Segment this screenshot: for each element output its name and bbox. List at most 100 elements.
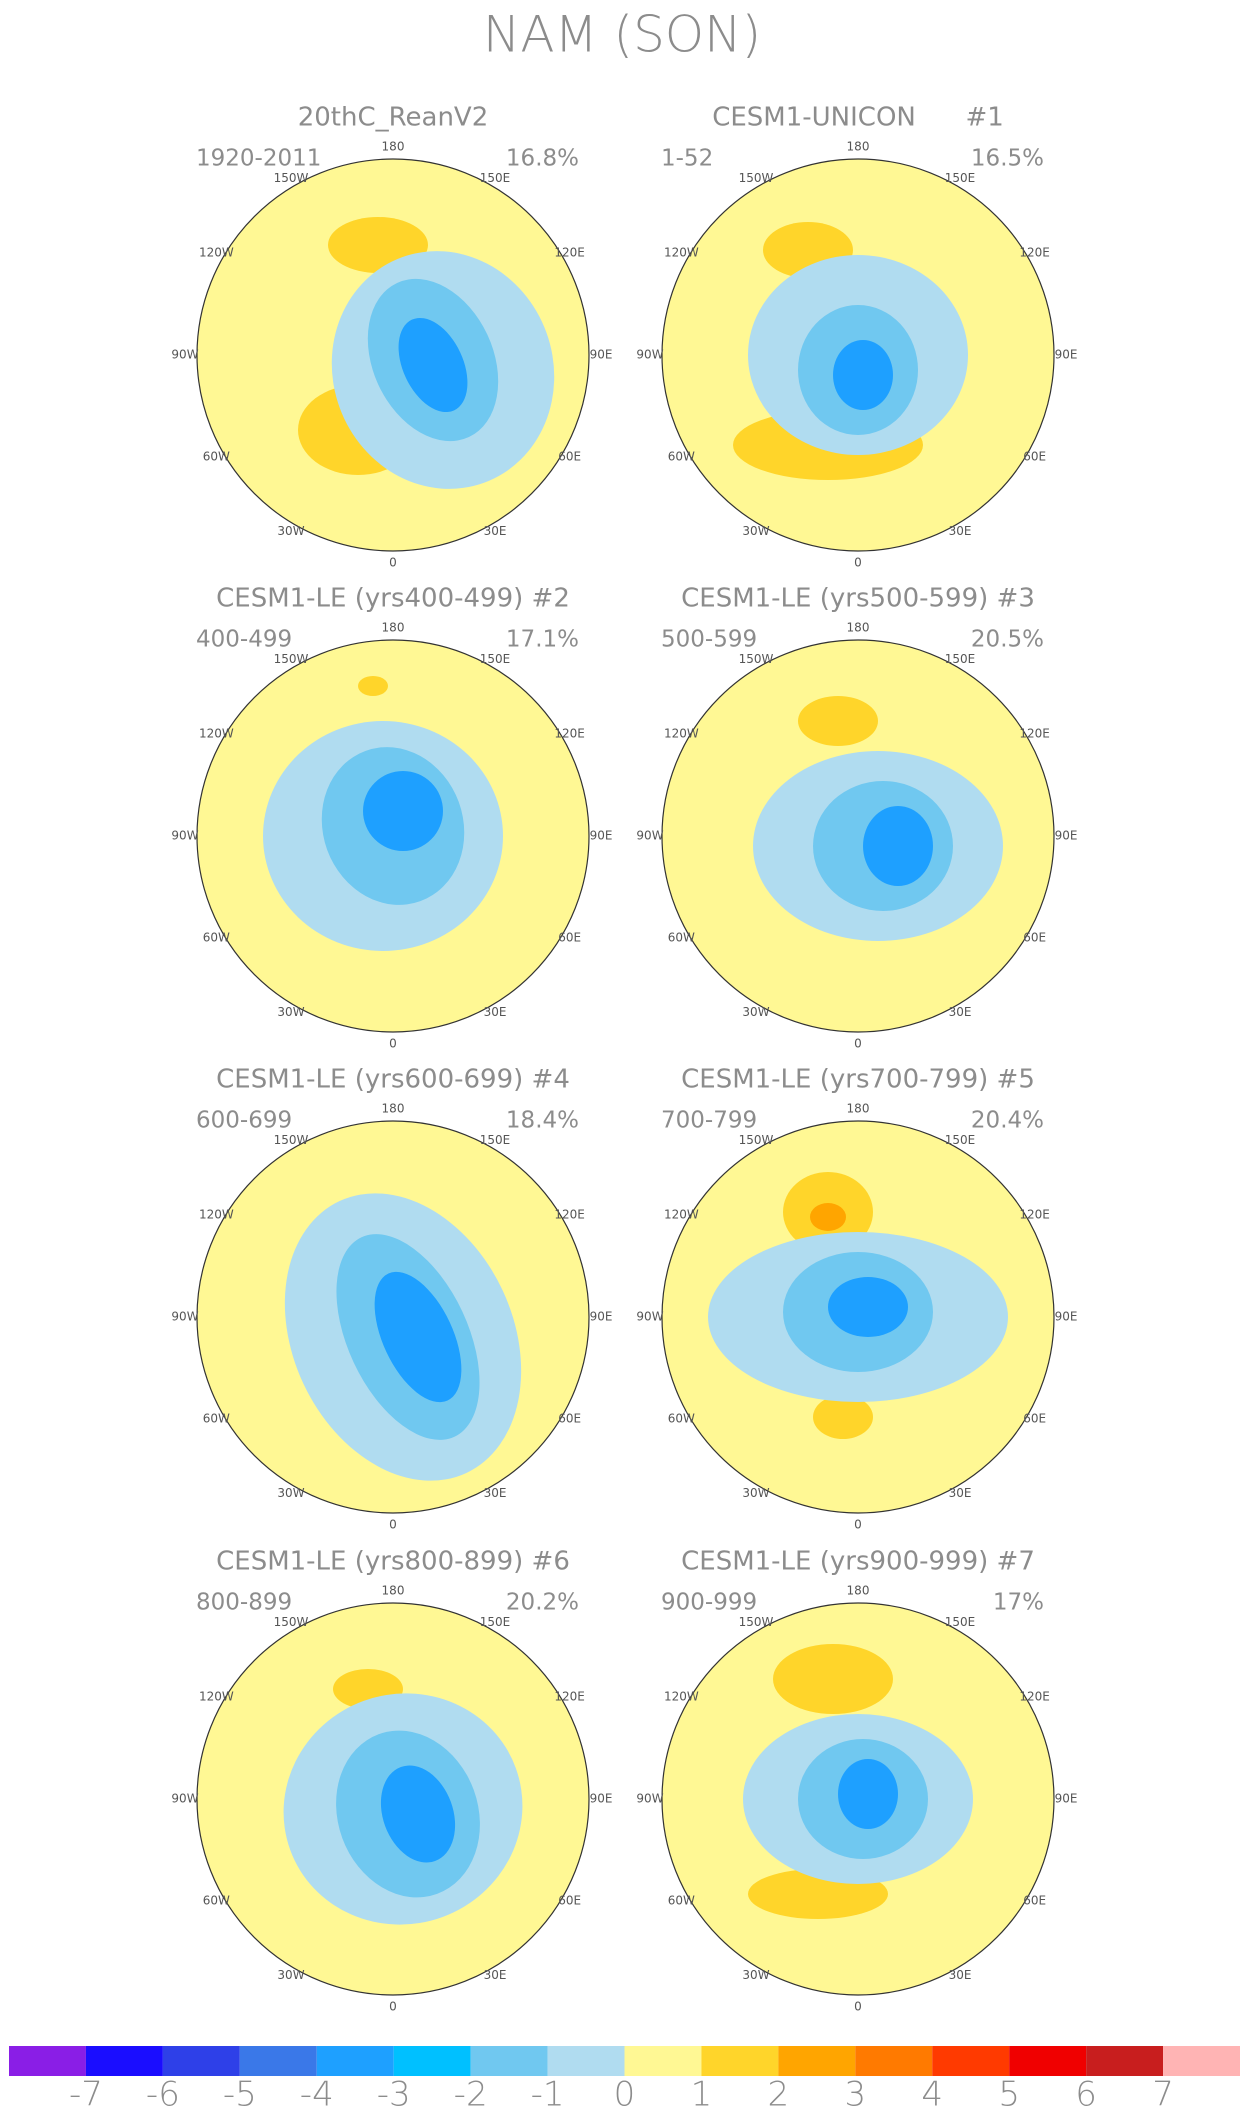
longitude-label: 120E xyxy=(1019,1208,1050,1222)
longitude-label: 0 xyxy=(854,1037,862,1051)
map-border xyxy=(661,639,1055,1033)
longitude-label: 150W xyxy=(274,652,309,666)
longitude-label: 120W xyxy=(199,727,234,741)
colorbar-label: 1 xyxy=(691,2075,713,2113)
longitude-label: 90E xyxy=(1055,348,1078,362)
anomaly-region xyxy=(798,696,878,746)
longitude-label: 60W xyxy=(203,450,230,464)
longitude-label: 150W xyxy=(739,652,774,666)
anomaly-region xyxy=(773,1644,893,1714)
longitude-label: 30W xyxy=(742,1968,769,1982)
panel-variance: 17.1% xyxy=(506,627,579,653)
panel-period: 500-599 xyxy=(661,627,757,653)
longitude-label: 150E xyxy=(945,1615,976,1629)
anomaly-region xyxy=(358,676,388,696)
colorbar-box xyxy=(624,2046,702,2076)
panel-period: 1920-2011 xyxy=(196,146,321,172)
colorbar-label: -1 xyxy=(531,2075,565,2113)
longitude-label: 30W xyxy=(277,1486,304,1500)
map-panel xyxy=(662,640,1054,1032)
map-border xyxy=(196,158,590,552)
longitude-label: 120W xyxy=(199,1690,234,1704)
longitude-label: 60E xyxy=(558,1412,581,1426)
colorbar-label: -6 xyxy=(146,2075,180,2113)
longitude-label: 30E xyxy=(949,1486,972,1500)
map-panel xyxy=(197,640,589,1032)
longitude-label: 120W xyxy=(664,1690,699,1704)
anomaly-region xyxy=(838,1759,898,1829)
colorbar-label: -3 xyxy=(377,2075,411,2113)
panel-title: CESM1-LE (yrs700-799) #5 xyxy=(681,1065,1035,1095)
colorbar-box xyxy=(9,2046,86,2076)
colorbar-box xyxy=(778,2046,856,2076)
panel-variance: 16.8% xyxy=(506,146,579,172)
colorbar-box xyxy=(85,2046,163,2076)
longitude-label: 60E xyxy=(1023,450,1046,464)
panel-title: CESM1-LE (yrs900-999) #7 xyxy=(681,1547,1035,1577)
colorbar-label: 2 xyxy=(768,2075,790,2113)
longitude-label: 120W xyxy=(664,727,699,741)
longitude-label: 120E xyxy=(554,1208,585,1222)
longitude-label: 90W xyxy=(636,829,663,843)
longitude-label: 60E xyxy=(558,931,581,945)
colorbar-label: -5 xyxy=(223,2075,257,2113)
anomaly-region xyxy=(374,1271,462,1403)
longitude-label: 30E xyxy=(484,1968,507,1982)
longitude-label: 30W xyxy=(742,524,769,538)
map-border xyxy=(661,1602,1055,1996)
colorbar-box xyxy=(316,2046,394,2076)
longitude-label: 90W xyxy=(171,348,198,362)
longitude-label: 60E xyxy=(1023,1894,1046,1908)
longitude-label: 120E xyxy=(1019,1690,1050,1704)
longitude-label: 180 xyxy=(847,1584,870,1598)
longitude-label: 60W xyxy=(203,931,230,945)
longitude-label: 150W xyxy=(739,1133,774,1147)
longitude-label: 90E xyxy=(1055,829,1078,843)
map-border xyxy=(661,1120,1055,1514)
longitude-label: 60W xyxy=(668,931,695,945)
colorbar-label: -7 xyxy=(69,2075,103,2113)
longitude-label: 150W xyxy=(274,171,309,185)
longitude-label: 120E xyxy=(1019,246,1050,260)
colorbar-label: 0 xyxy=(614,2075,636,2113)
colorbar-label: 6 xyxy=(1075,2075,1097,2113)
panel-period: 900-999 xyxy=(661,1590,757,1616)
longitude-label: 30E xyxy=(949,524,972,538)
panel-period: 700-799 xyxy=(661,1108,757,1134)
panel-title: CESM1-LE (yrs400-499) #2 xyxy=(216,584,570,614)
longitude-label: 0 xyxy=(389,1518,397,1532)
longitude-label: 180 xyxy=(847,140,870,154)
longitude-label: 60W xyxy=(668,1412,695,1426)
map-panel xyxy=(197,1603,589,1995)
longitude-label: 90E xyxy=(590,1792,613,1806)
map-border xyxy=(196,639,590,1033)
longitude-label: 120E xyxy=(554,1690,585,1704)
longitude-label: 180 xyxy=(382,1584,405,1598)
longitude-label: 90E xyxy=(1055,1792,1078,1806)
anomaly-region xyxy=(833,340,893,410)
longitude-label: 60W xyxy=(668,450,695,464)
panel-period: 1-52 xyxy=(661,146,713,172)
longitude-label: 180 xyxy=(847,1102,870,1116)
longitude-label: 0 xyxy=(389,556,397,570)
longitude-label: 0 xyxy=(389,1037,397,1051)
map-panel xyxy=(662,1121,1054,1513)
longitude-label: 90E xyxy=(590,348,613,362)
panel-variance: 20.5% xyxy=(971,627,1044,653)
longitude-label: 60E xyxy=(1023,1412,1046,1426)
longitude-label: 150E xyxy=(480,1615,511,1629)
colorbar-box xyxy=(162,2046,240,2076)
colorbar-box xyxy=(547,2046,625,2076)
anomaly-region xyxy=(863,806,933,886)
longitude-label: 90E xyxy=(590,1310,613,1324)
longitude-label: 30E xyxy=(484,1486,507,1500)
anomaly-region xyxy=(380,1765,456,1863)
longitude-label: 90W xyxy=(171,1792,198,1806)
colorbar-box xyxy=(239,2046,317,2076)
panel-variance: 20.4% xyxy=(971,1108,1044,1134)
panel-title: CESM1-LE (yrs800-899) #6 xyxy=(216,1547,570,1577)
longitude-label: 120W xyxy=(664,246,699,260)
longitude-label: 180 xyxy=(382,140,405,154)
longitude-label: 60W xyxy=(668,1894,695,1908)
